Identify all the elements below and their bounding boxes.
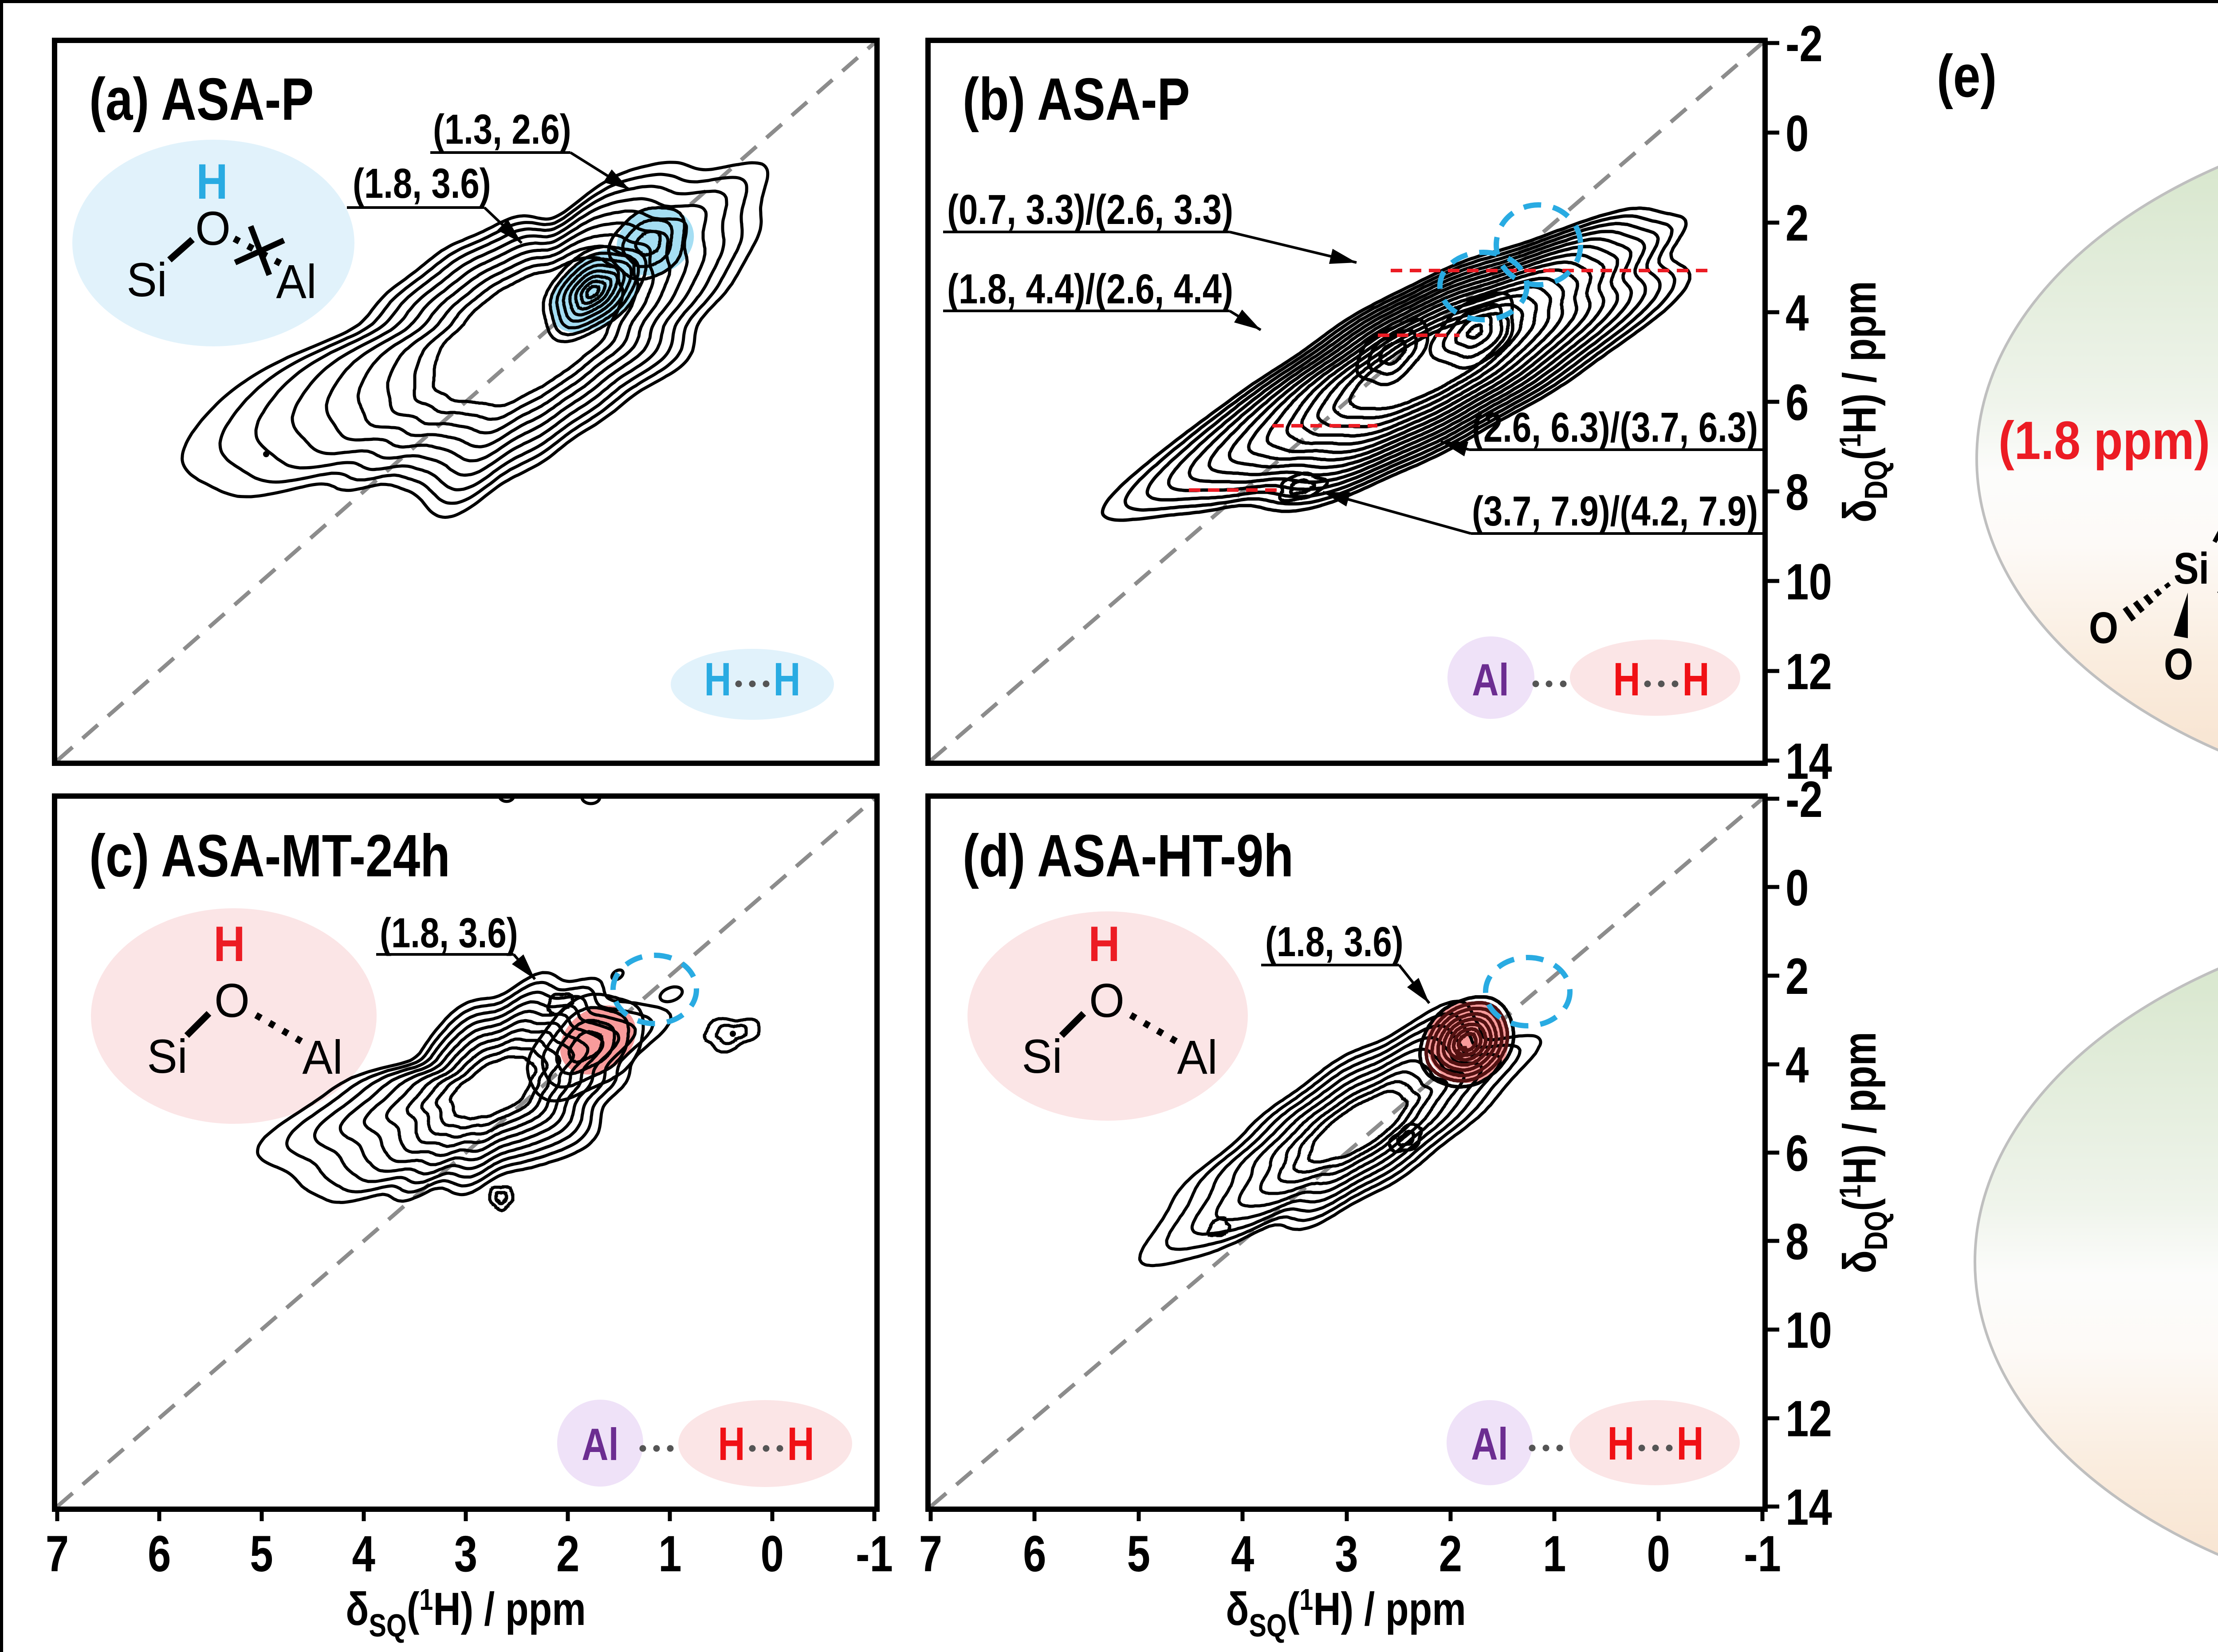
svg-text:(1.8 ppm): (1.8 ppm) xyxy=(1998,411,2210,471)
svg-text:(2.6, 6.3)/(3.7, 6.3): (2.6, 6.3)/(3.7, 6.3) xyxy=(1472,404,1758,451)
svg-text:(1.8, 3.6): (1.8, 3.6) xyxy=(353,160,491,207)
svg-text:Al: Al xyxy=(582,1419,619,1470)
svg-text:H: H xyxy=(718,1418,745,1470)
svg-text:0: 0 xyxy=(761,1526,784,1582)
svg-text:8: 8 xyxy=(1785,464,1809,521)
svg-text:14: 14 xyxy=(1785,1479,1832,1536)
svg-text:O: O xyxy=(1089,974,1125,1028)
svg-text:0: 0 xyxy=(1647,1526,1670,1582)
svg-text:H: H xyxy=(196,154,228,209)
svg-text:δDQ(1H) / ppm: δDQ(1H) / ppm xyxy=(1834,1032,1894,1274)
svg-text:Al: Al xyxy=(302,1031,342,1084)
svg-text:7: 7 xyxy=(46,1526,69,1582)
svg-text:6: 6 xyxy=(148,1526,171,1582)
svg-text:Al: Al xyxy=(1177,1031,1217,1084)
svg-text:1: 1 xyxy=(658,1526,681,1582)
svg-text:4: 4 xyxy=(1785,285,1809,341)
svg-text:6: 6 xyxy=(1785,374,1809,431)
svg-text:H: H xyxy=(787,1418,814,1470)
svg-text:H: H xyxy=(1607,1417,1634,1470)
svg-text:δSQ(1H) / ppm: δSQ(1H) / ppm xyxy=(1226,1583,1466,1643)
svg-text:H: H xyxy=(704,653,731,706)
svg-text:H: H xyxy=(213,917,245,972)
svg-text:-1: -1 xyxy=(1744,1526,1781,1582)
svg-text:H: H xyxy=(1676,1417,1703,1470)
svg-text:Al: Al xyxy=(1471,1419,1508,1469)
svg-text:7: 7 xyxy=(919,1526,942,1582)
svg-text:Al: Al xyxy=(276,255,316,309)
svg-text:H: H xyxy=(1682,653,1709,706)
svg-text:(1.3, 2.6): (1.3, 2.6) xyxy=(433,106,571,153)
svg-text:0: 0 xyxy=(1785,105,1809,162)
svg-text:5: 5 xyxy=(1127,1526,1150,1582)
svg-text:6: 6 xyxy=(1785,1125,1809,1182)
svg-text:O: O xyxy=(195,202,231,255)
svg-text:(e): (e) xyxy=(1937,43,1997,110)
svg-text:8: 8 xyxy=(1785,1214,1809,1271)
svg-text:12: 12 xyxy=(1785,1391,1832,1448)
svg-text:O: O xyxy=(2164,639,2193,689)
svg-text:O: O xyxy=(2089,603,2118,652)
svg-text:4: 4 xyxy=(352,1526,375,1582)
svg-text:(3.7, 7.9)/(4.2, 7.9): (3.7, 7.9)/(4.2, 7.9) xyxy=(1472,488,1758,535)
svg-text:H: H xyxy=(1088,917,1120,972)
svg-text:2: 2 xyxy=(1785,195,1809,252)
svg-text:(c) ASA-MT-24h: (c) ASA-MT-24h xyxy=(89,823,450,890)
svg-text:H: H xyxy=(773,653,800,706)
svg-text:6: 6 xyxy=(1023,1526,1046,1582)
svg-text:H: H xyxy=(1613,653,1640,706)
svg-text:(1.8, 3.6): (1.8, 3.6) xyxy=(380,910,518,957)
svg-text:4: 4 xyxy=(1785,1037,1809,1094)
svg-text:Al: Al xyxy=(1472,655,1509,705)
svg-text:10: 10 xyxy=(1785,1302,1832,1359)
svg-text:12: 12 xyxy=(1785,644,1832,700)
svg-text:3: 3 xyxy=(454,1526,477,1582)
svg-text:10: 10 xyxy=(1785,554,1832,611)
svg-text:(a) ASA-P: (a) ASA-P xyxy=(89,66,314,133)
svg-text:(0.7, 3.3)/(2.6, 3.3): (0.7, 3.3)/(2.6, 3.3) xyxy=(947,186,1233,233)
svg-text:Si: Si xyxy=(2174,543,2209,593)
svg-text:-1: -1 xyxy=(856,1526,893,1582)
svg-text:(d) ASA-HT-9h: (d) ASA-HT-9h xyxy=(963,823,1294,890)
svg-text:Si: Si xyxy=(126,254,167,307)
svg-text:(1.8, 3.6): (1.8, 3.6) xyxy=(1265,918,1404,965)
svg-text:14: 14 xyxy=(1785,733,1832,790)
svg-text:O: O xyxy=(214,974,250,1028)
svg-text:Si: Si xyxy=(1022,1030,1062,1083)
svg-text:4: 4 xyxy=(1231,1526,1254,1582)
svg-text:0: 0 xyxy=(1785,860,1809,917)
svg-text:2: 2 xyxy=(556,1526,579,1582)
svg-text:2: 2 xyxy=(1439,1526,1462,1582)
svg-text:-2: -2 xyxy=(1785,771,1823,828)
svg-text:-2: -2 xyxy=(1785,16,1823,72)
svg-text:(1.8, 4.4)/(2.6, 4.4): (1.8, 4.4)/(2.6, 4.4) xyxy=(947,266,1233,313)
svg-text:2: 2 xyxy=(1785,948,1809,1005)
svg-text:3: 3 xyxy=(1335,1526,1358,1582)
svg-text:5: 5 xyxy=(250,1526,273,1582)
svg-text:1: 1 xyxy=(1543,1526,1566,1582)
svg-text:Si: Si xyxy=(147,1030,187,1083)
svg-text:(b) ASA-P: (b) ASA-P xyxy=(963,66,1190,133)
